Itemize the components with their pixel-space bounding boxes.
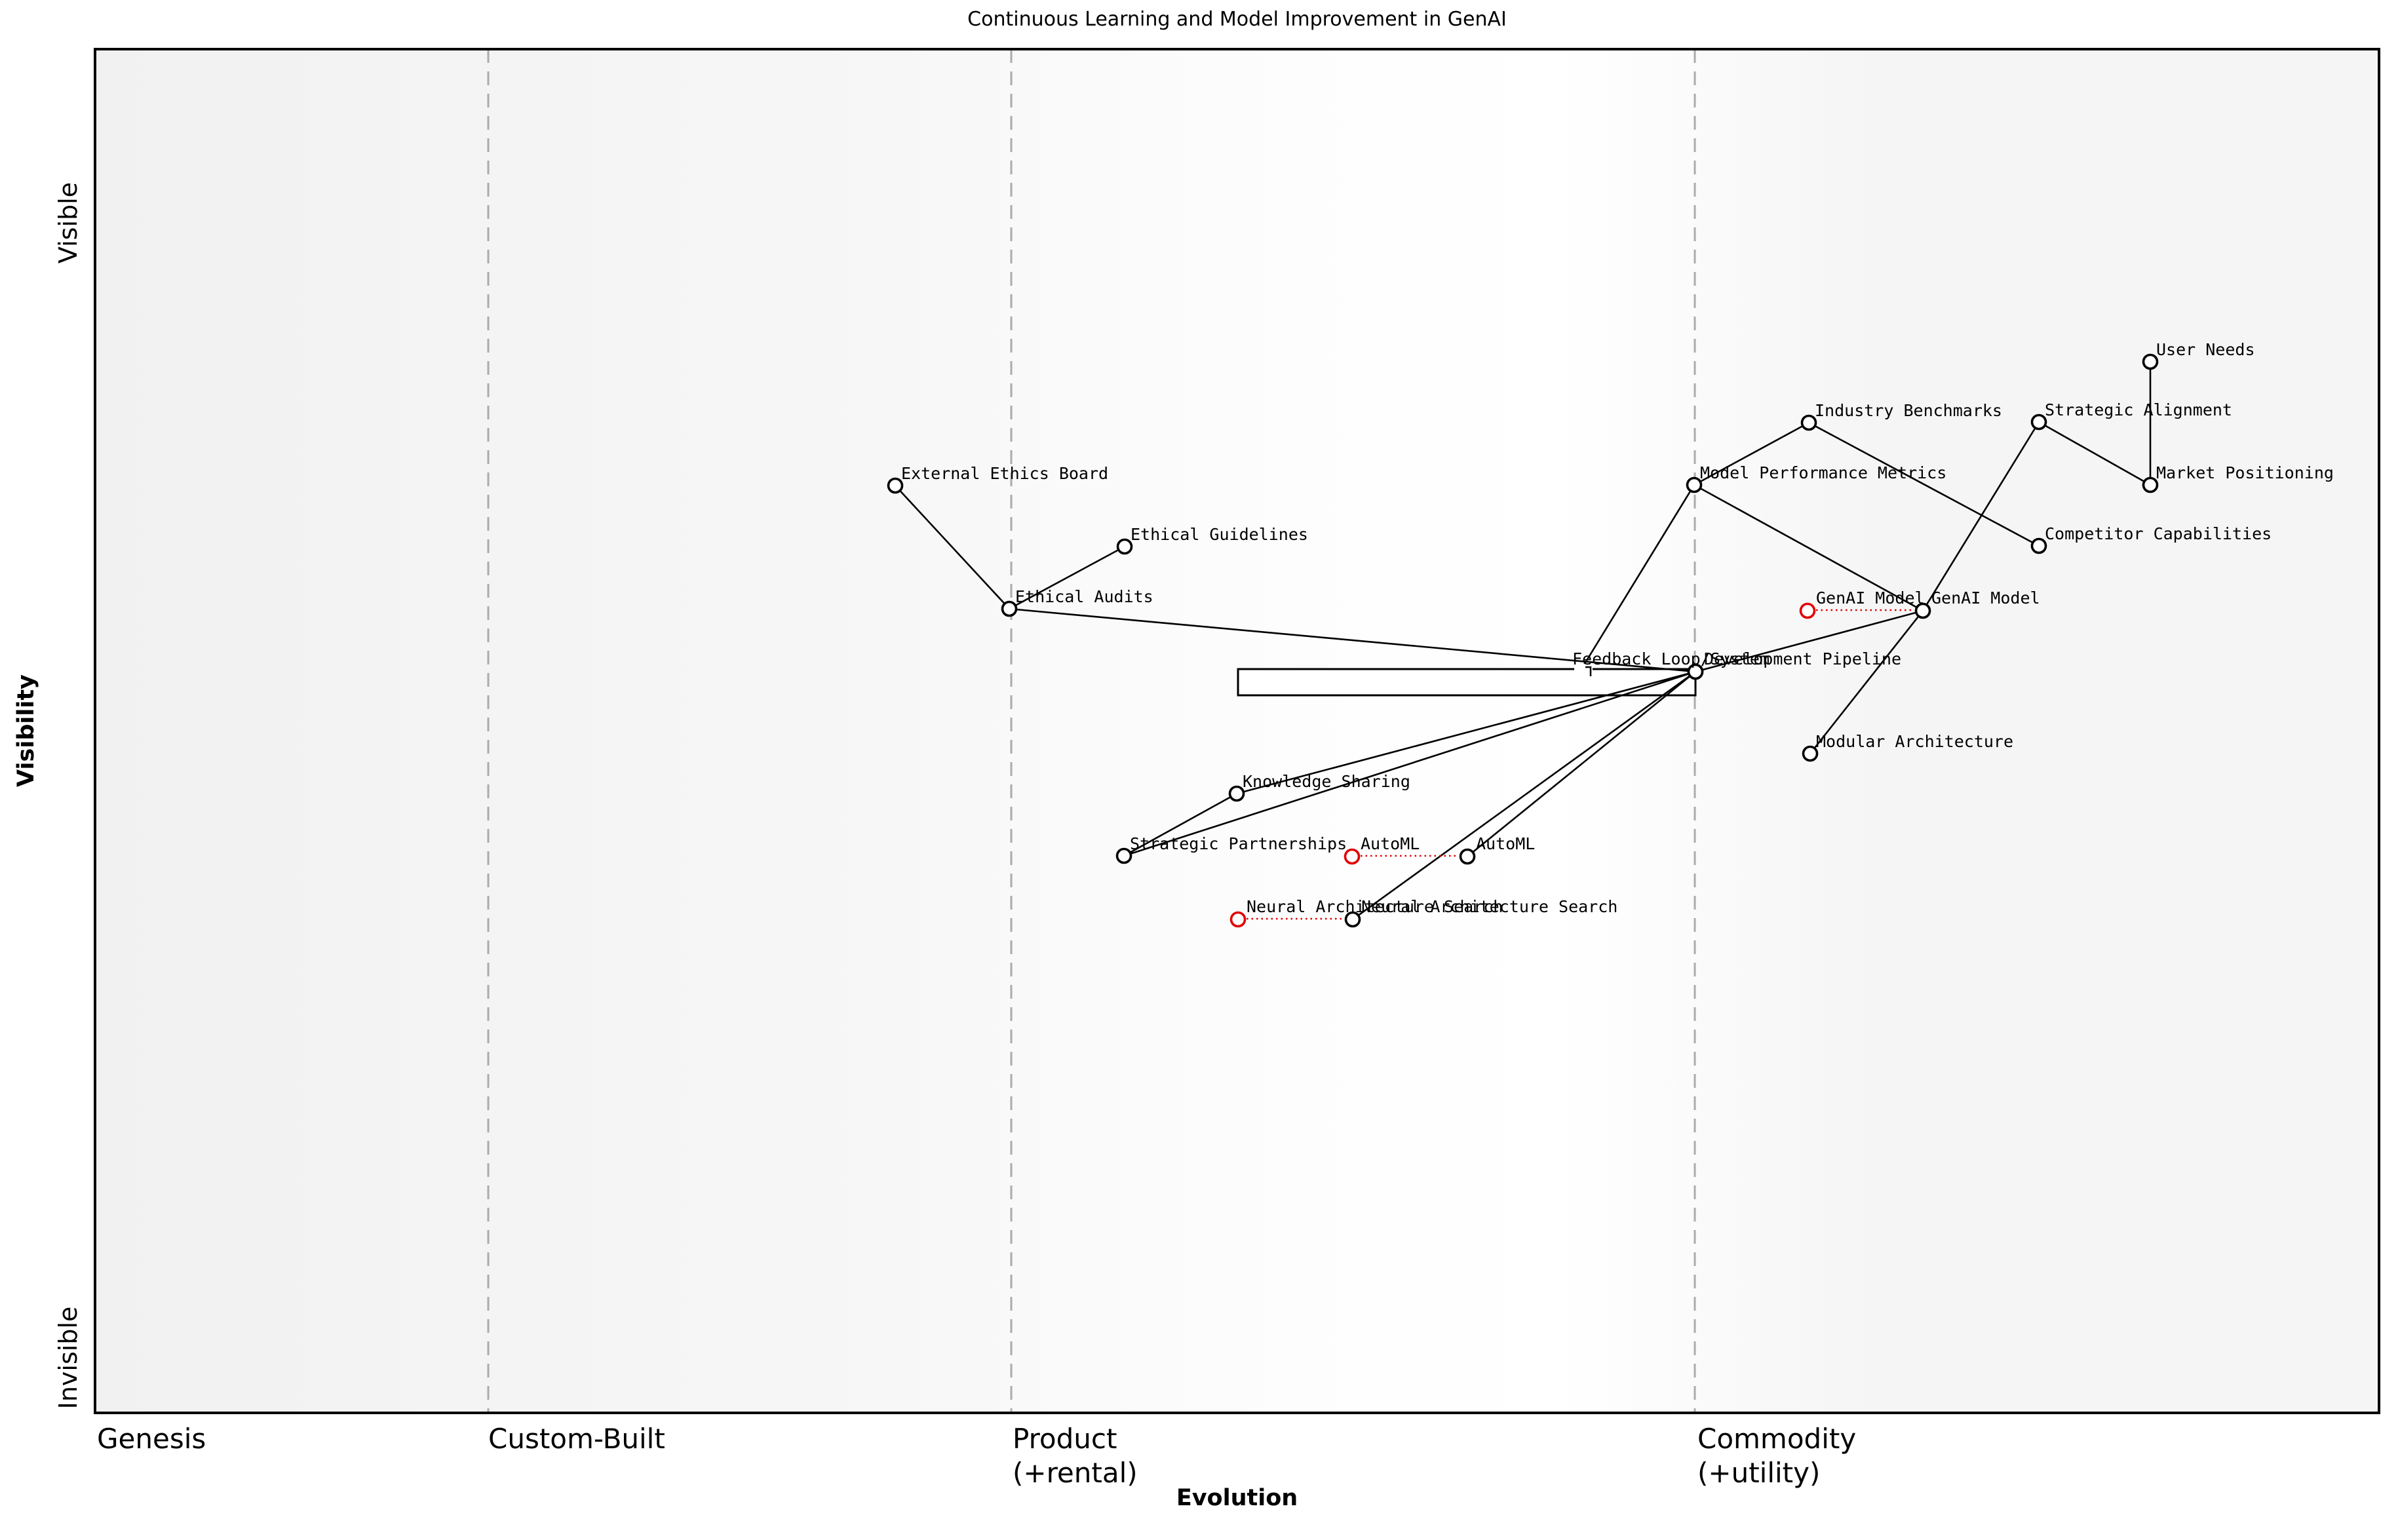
node-label-cc: Competitor Capabilities (2045, 524, 2272, 543)
edge-dev-ks (1236, 670, 1696, 795)
node-automl (1459, 848, 1476, 865)
node-label-ib: Industry Benchmarks (1815, 401, 2002, 420)
pipeline-box-development-pipeline (1237, 668, 1697, 697)
node-label-nas: Neural Architecture Search (1361, 897, 1617, 916)
edge-ib-cc (1808, 421, 2040, 547)
node-label-genai: GenAI Model (1931, 588, 2040, 607)
edge-sa-genai (1922, 421, 2040, 611)
node-mpm (1686, 476, 1703, 493)
edge-mpm-pipeline-component (1582, 484, 1695, 666)
edge-dev-nas (1352, 670, 1696, 921)
node-label-automl: AutoML (1476, 834, 1535, 853)
edge-ea-eeb (895, 485, 1010, 609)
node-sa (2030, 414, 2047, 431)
node-label-fls: Feedback Loop/System (1572, 649, 1770, 668)
node-ma (1802, 745, 1819, 762)
x-tick-product: Product (+rental) (1013, 1423, 1138, 1489)
node-label-nas_e: Neural Architecture Search (1247, 897, 1503, 916)
plot-background (95, 49, 2379, 1413)
edge-genai-dev (1695, 609, 1924, 673)
x-tick-commodity: Commodity (+utility) (1697, 1423, 1857, 1489)
node-label-mpm: Model Performance Metrics (1700, 463, 1946, 482)
edge-dev-sp (1123, 670, 1696, 857)
edge-mpm-genai (1694, 484, 1924, 612)
y-axis-title: Visibility (13, 674, 39, 787)
edge-sa-mp (2038, 421, 2151, 486)
chart-title: Continuous Learning and Model Improvemen… (967, 8, 1507, 31)
node-ib (1800, 414, 1817, 431)
plot-frame (94, 48, 2380, 1414)
y-tick-invisible: Invisible (54, 1306, 83, 1410)
node-label-ks: Knowledge Sharing (1243, 772, 1410, 791)
edge-ib-mpm (1694, 421, 1810, 486)
node-automl_e-evolve (1344, 848, 1361, 865)
node-label-ma: Modular Architecture (1816, 732, 2013, 751)
edge-genai-ma (1809, 610, 1924, 754)
node-eeb (887, 477, 904, 494)
node-dev (1687, 663, 1704, 680)
node-label-sp: Strategic Partnerships (1130, 834, 1347, 853)
x-axis-title: Evolution (1176, 1485, 1298, 1511)
node-cc (2030, 537, 2047, 554)
node-sp (1115, 847, 1132, 864)
node-label-sa: Strategic Alignment (2045, 400, 2232, 419)
node-nas (1344, 911, 1361, 928)
node-ks (1228, 785, 1245, 802)
node-genai_e-evolve (1799, 602, 1816, 619)
edge-ks-sp (1123, 792, 1237, 857)
edge-ea-eg (1009, 545, 1125, 610)
node-label-mp: Market Positioning (2156, 463, 2334, 482)
node-label-automl_e: AutoML (1361, 834, 1420, 853)
node-nas_e-evolve (1229, 911, 1247, 928)
node-label-genai_e: GenAI Model (1816, 588, 1925, 607)
node-ea (1001, 600, 1018, 617)
node-label-ea: Ethical Audits (1015, 587, 1153, 606)
node-label-dev: Development Pipeline (1704, 649, 1901, 668)
pipeline-component-border (1585, 666, 1592, 676)
node-genai (1914, 602, 1931, 619)
y-tick-visible: Visible (54, 182, 83, 264)
edge-ea-dev (1009, 607, 1696, 673)
x-tick-custom-built: Custom-Built (488, 1423, 665, 1455)
node-mp (2142, 476, 2159, 493)
node-un (2142, 353, 2159, 370)
node-label-un: User Needs (2156, 340, 2255, 359)
node-eg (1116, 538, 1133, 555)
node-label-eeb: External Ethics Board (901, 464, 1108, 483)
x-tick-genesis: Genesis (97, 1423, 206, 1455)
edge-dev-automl (1467, 670, 1696, 858)
node-label-eg: Ethical Guidelines (1131, 525, 1308, 544)
